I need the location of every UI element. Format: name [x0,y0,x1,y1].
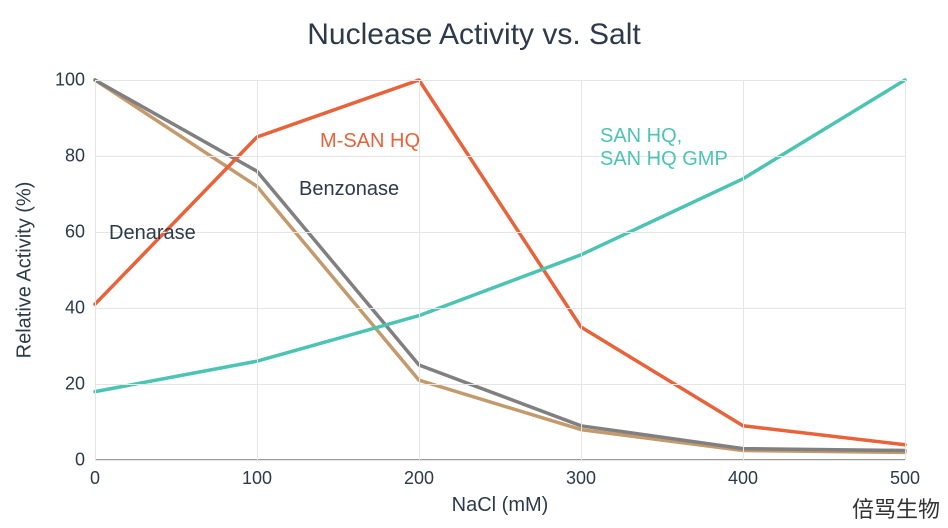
x-tick-label: 300 [566,460,596,489]
y-axis-title: Relative Activity (%) [14,182,37,359]
y-tick-label: 20 [65,374,95,395]
x-axis-title: NaCl (mM) [452,494,549,517]
grid-line-h [95,384,905,385]
y-tick-label: 100 [55,70,95,91]
series-label: SAN HQ,SAN HQ GMP [600,125,728,171]
series-line [95,80,905,451]
y-tick-label: 60 [65,222,95,243]
series-line [95,80,905,392]
series-line [95,80,905,445]
watermark-text: 倍骂生物 [852,492,940,524]
grid-line-h [95,156,905,157]
y-tick-label: 80 [65,146,95,167]
grid-line-v [95,80,96,460]
chart-lines-svg [95,80,905,460]
grid-line-h [95,232,905,233]
x-tick-label: 100 [242,460,272,489]
series-label: Denarase [109,222,196,245]
grid-line-h [95,308,905,309]
grid-line-v [581,80,582,460]
x-tick-label: 500 [890,460,920,489]
series-label: Benzonase [299,178,399,201]
x-tick-label: 400 [728,460,758,489]
chart-title: Nuclease Activity vs. Salt [0,18,948,52]
x-tick-label: 0 [90,460,100,489]
grid-line-v [743,80,744,460]
x-tick-label: 200 [404,460,434,489]
plot-area: 0204060801000100200300400500DenaraseBenz… [95,80,905,460]
series-label: M-SAN HQ [320,130,420,153]
grid-line-v [905,80,906,460]
y-tick-label: 40 [65,298,95,319]
grid-line-h [95,460,905,461]
grid-line-v [257,80,258,460]
grid-line-h [95,80,905,81]
